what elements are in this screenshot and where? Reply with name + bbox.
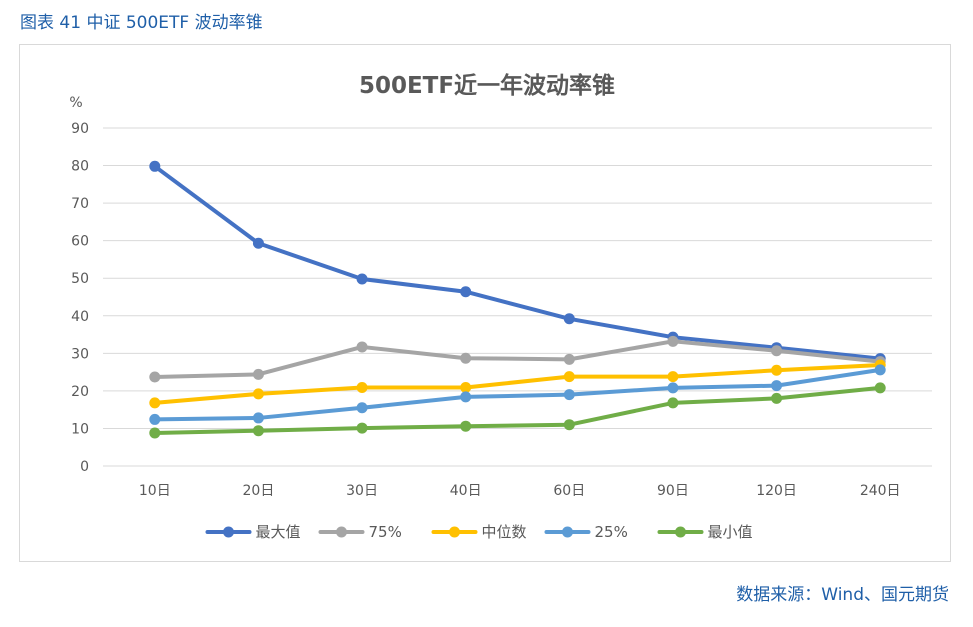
x-tick-label: 40日 — [450, 483, 482, 499]
series-line — [152, 339, 883, 379]
x-tick-label: 240日 — [860, 483, 901, 499]
data-point — [667, 335, 679, 347]
series-2 — [149, 359, 886, 409]
data-point — [252, 425, 264, 437]
data-point — [771, 364, 783, 376]
chart-frame: 500ETF近一年波动率锥 % 0 10 20 30 40 50 60 70 80 90 10日 2… — [19, 44, 951, 562]
y-tick-label: 90 — [71, 121, 89, 137]
y-tick-label: 40 — [71, 309, 89, 325]
series-line — [152, 164, 883, 361]
legend-marker — [223, 526, 234, 538]
data-point — [771, 380, 783, 392]
legend-item: 25% — [544, 523, 628, 541]
data-point — [563, 389, 575, 401]
y-tick-label: 70 — [71, 196, 89, 212]
x-tick-label: 90日 — [657, 483, 689, 499]
figure-caption: 图表 41 中证 500ETF 波动率锥 — [20, 13, 263, 33]
legend-label: 75% — [369, 523, 402, 541]
data-point — [356, 382, 368, 394]
series-line — [152, 362, 883, 405]
series-4 — [149, 382, 886, 439]
data-point — [874, 382, 886, 394]
y-axis-unit-label: % — [69, 95, 82, 111]
legend-marker — [449, 526, 460, 538]
legend-label: 最大值 — [256, 523, 301, 541]
legend-marker — [562, 526, 573, 538]
data-point — [460, 286, 472, 298]
legend-marker — [336, 526, 347, 538]
legend-label: 中位数 — [482, 523, 527, 541]
data-point — [874, 364, 886, 376]
data-point — [149, 371, 161, 383]
data-point — [252, 237, 264, 249]
data-point — [356, 273, 368, 285]
y-axis-ticks: 0 10 20 30 40 50 60 70 80 90 — [71, 121, 89, 475]
data-point — [563, 313, 575, 325]
series-3 — [149, 364, 886, 425]
series-line — [152, 385, 883, 435]
data-point — [149, 160, 161, 172]
x-tick-label: 60日 — [553, 483, 585, 499]
chart-title: 500ETF近一年波动率锥 — [359, 72, 615, 99]
y-tick-label: 0 — [80, 459, 89, 475]
volatility-cone-chart: 500ETF近一年波动率锥 % 0 10 20 30 40 50 60 70 80 90 10日 2… — [69, 72, 932, 541]
data-point — [667, 382, 679, 394]
data-point — [460, 352, 472, 364]
data-point — [356, 422, 368, 434]
x-tick-label: 30日 — [346, 483, 378, 499]
y-tick-label: 20 — [71, 384, 89, 400]
data-point — [149, 427, 161, 439]
data-point — [563, 419, 575, 431]
data-point — [356, 341, 368, 353]
data-point — [563, 353, 575, 365]
y-tick-label: 80 — [71, 159, 89, 175]
data-point — [771, 392, 783, 404]
data-point — [667, 397, 679, 409]
data-point — [667, 371, 679, 383]
y-tick-label: 60 — [71, 234, 89, 250]
data-point — [563, 371, 575, 383]
data-point — [252, 368, 264, 380]
source-note: 数据来源：Wind、国元期货 — [736, 585, 949, 605]
x-tick-label: 120日 — [756, 483, 797, 499]
y-tick-label: 30 — [71, 346, 89, 362]
legend-marker — [675, 526, 686, 538]
data-point — [356, 402, 368, 414]
gridlines — [103, 127, 932, 467]
series-line — [152, 367, 883, 422]
y-tick-label: 10 — [71, 421, 89, 437]
legend-label: 最小值 — [708, 523, 753, 541]
data-point — [460, 420, 472, 432]
x-tick-label: 20日 — [243, 483, 275, 499]
data-point — [149, 397, 161, 409]
legend-item: 最大值 — [205, 523, 301, 541]
series-0 — [149, 160, 886, 365]
legend-item: 中位数 — [431, 523, 527, 541]
data-point — [252, 388, 264, 400]
x-axis-ticks: 10日 20日 30日 40日 60日 90日 120日 240日 — [139, 483, 901, 499]
series-group — [149, 160, 886, 439]
data-point — [149, 413, 161, 425]
data-point — [460, 382, 472, 394]
data-point — [771, 345, 783, 357]
legend-item: 最小值 — [657, 523, 753, 541]
data-point — [460, 391, 472, 403]
legend: 最大值 75% 中位数 25% 最小值 — [205, 523, 753, 541]
legend-label: 25% — [595, 523, 628, 541]
y-tick-label: 50 — [71, 271, 89, 287]
legend-item: 75% — [318, 523, 402, 541]
x-tick-label: 10日 — [139, 483, 171, 499]
data-point — [252, 412, 264, 424]
